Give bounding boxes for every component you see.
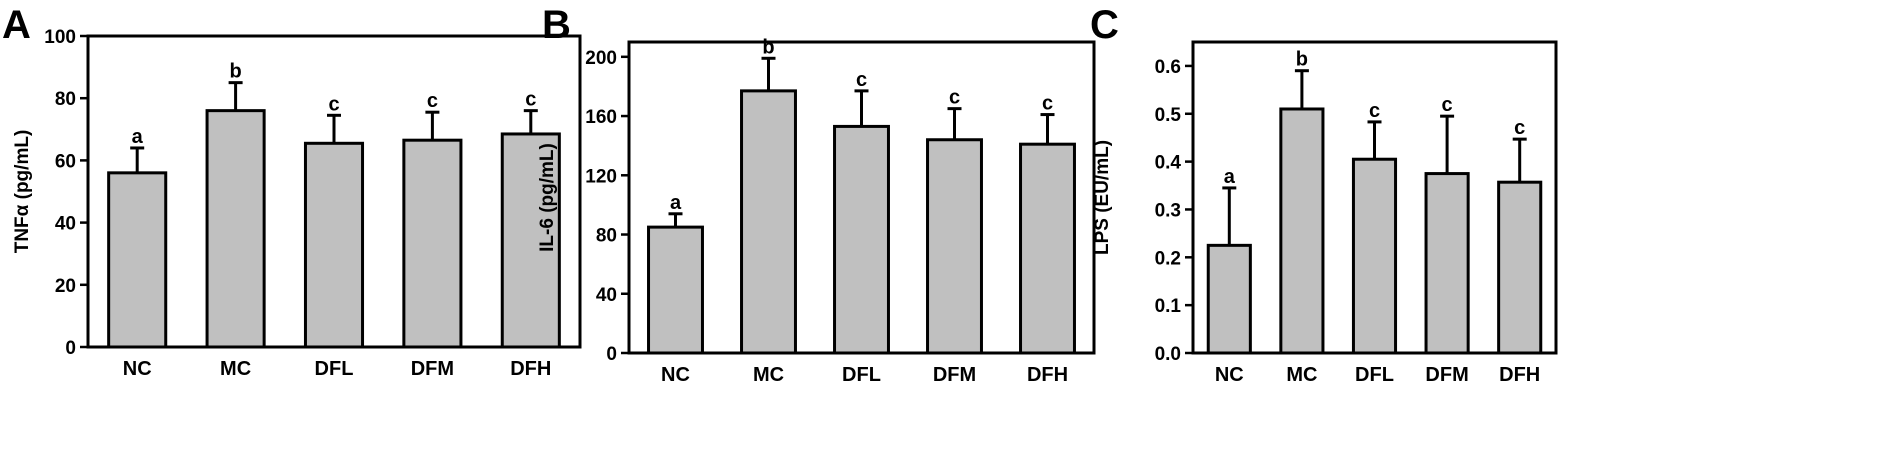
panel-letter: B [542, 3, 571, 47]
y-tick-label: 60 [55, 151, 76, 172]
significance-label: c [1514, 117, 1525, 139]
bar-dfl [303, 141, 365, 349]
y-tick-label: 0.3 [1155, 200, 1181, 221]
x-tick-label: DFH [1027, 364, 1068, 386]
y-tick-label: 0.1 [1155, 296, 1182, 317]
x-tick-label: DFM [933, 364, 976, 386]
panel-letter: A [2, 3, 31, 47]
y-tick-label: 40 [55, 214, 76, 235]
bar-nc [107, 171, 168, 349]
bar-dfl [833, 124, 890, 355]
x-tick-label: MC [753, 364, 784, 386]
significance-label: b [1296, 49, 1308, 71]
plot-frame [627, 40, 1096, 355]
y-axis-title: TNFα (pg/mL) [12, 130, 33, 254]
y-axis-title: LPS (EU/mL) [1092, 140, 1113, 255]
chart-panel-a: A TNFα (pg/mL) a NC b MC c DFL c DFM c DFH 0 20 40 60 80… [2, 3, 582, 380]
x-tick-label: DFL [1355, 364, 1394, 386]
x-tick-label: NC [1215, 364, 1244, 386]
y-tick-label: 0 [606, 344, 617, 365]
bar-mc [1279, 107, 1325, 355]
plot-frame [86, 34, 582, 349]
y-tick-label: 20 [55, 276, 76, 297]
x-tick-label: DFH [1499, 364, 1540, 386]
bar-dfm [402, 138, 463, 349]
significance-label: a [1224, 166, 1236, 188]
y-tick-label: 160 [585, 107, 617, 128]
y-axis-title: IL-6 (pg/mL) [537, 143, 558, 252]
x-tick-label: MC [220, 358, 251, 380]
y-tick-label: 80 [55, 89, 76, 110]
x-tick-label: NC [123, 358, 152, 380]
y-tick-label: 0.0 [1155, 344, 1181, 365]
significance-label: c [1442, 94, 1453, 116]
significance-label: c [328, 93, 339, 115]
x-tick-label: DFL [842, 364, 881, 386]
bar-nc [647, 225, 704, 355]
significance-label: a [670, 192, 682, 214]
significance-label: c [856, 69, 867, 91]
y-tick-label: 120 [585, 166, 617, 187]
y-tick-label: 0.5 [1155, 105, 1182, 126]
significance-label: c [525, 89, 536, 111]
y-tick-label: 0 [65, 338, 76, 359]
significance-label: c [427, 90, 438, 112]
bar-nc [1206, 243, 1252, 355]
significance-label: b [229, 61, 241, 83]
chart-panel-b: B IL-6 (pg/mL) a NC b MC c DFL c DFM c DFH 0 40 80 120 1… [537, 3, 1096, 386]
bar-dfl [1351, 157, 1398, 355]
bar-mc [740, 89, 797, 355]
plot-frame [1191, 40, 1558, 355]
bar-mc [205, 109, 266, 349]
significance-label: c [1042, 93, 1053, 115]
panel-letter: C [1090, 3, 1119, 47]
bar-dfm [1424, 172, 1470, 355]
x-tick-label: NC [661, 364, 690, 386]
y-tick-label: 40 [596, 285, 617, 306]
bar-dfh [1019, 142, 1076, 355]
x-tick-label: DFH [510, 358, 551, 380]
bar-dfm [926, 138, 983, 355]
y-tick-label: 100 [44, 27, 76, 48]
significance-label: c [1369, 100, 1380, 122]
x-tick-label: DFM [411, 358, 454, 380]
bar-dfh [1497, 180, 1543, 355]
x-tick-label: DFM [1425, 364, 1468, 386]
significance-label: a [132, 126, 144, 148]
x-tick-label: MC [1286, 364, 1317, 386]
y-tick-label: 80 [596, 226, 617, 247]
y-tick-label: 0.6 [1155, 57, 1181, 78]
y-tick-label: 0.2 [1155, 248, 1181, 269]
x-tick-label: DFL [315, 358, 354, 380]
significance-label: c [949, 87, 960, 109]
y-tick-label: 0.4 [1155, 153, 1182, 174]
significance-label: b [762, 36, 774, 58]
y-tick-label: 200 [585, 48, 617, 69]
bar-dfh [500, 132, 561, 349]
chart-panel-c: C LPS (EU/mL) a NC b MC c DFL c DFM c DFH 0.0 0.1 0.2 0… [1090, 3, 1558, 386]
